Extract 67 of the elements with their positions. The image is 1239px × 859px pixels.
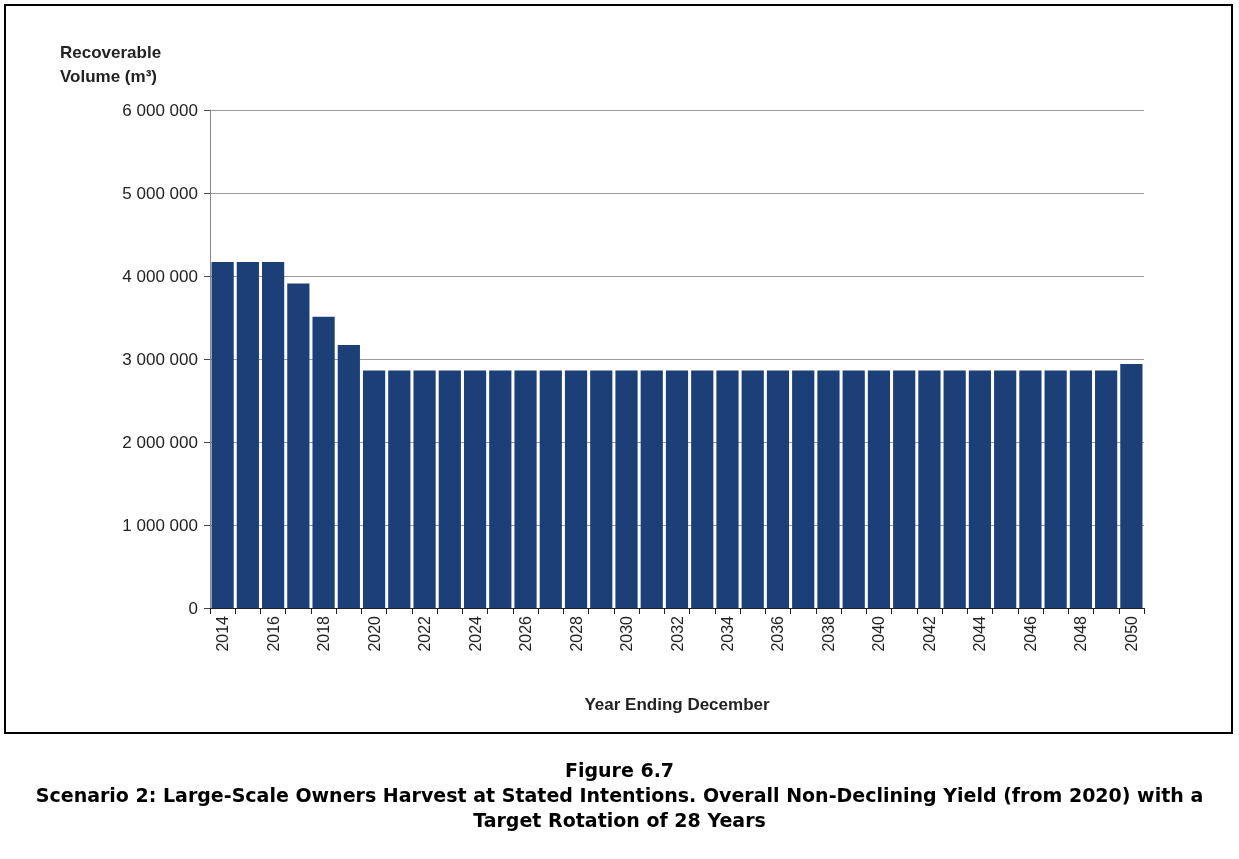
x-tick-label: 2020 xyxy=(365,615,383,652)
bar xyxy=(1095,370,1118,608)
y-tick-label: 1 000 000 xyxy=(122,515,198,535)
bar xyxy=(691,370,714,608)
bar xyxy=(590,370,613,608)
x-tick-label: 2050 xyxy=(1122,615,1140,652)
text: Scenario 2: Large-Scale Owners Harvest at Stated Intentions. Overall Non-Declining Yield (from 2020) with a Target Rotation of 28 Years xyxy=(34,783,1205,833)
bar xyxy=(766,370,790,608)
y-axis-title: Recoverable Volume (m³) xyxy=(60,42,162,86)
x-tick-label: 2016 xyxy=(264,615,282,652)
y-tick-label: 5 000 000 xyxy=(122,183,198,203)
bar xyxy=(262,261,285,608)
x-tick-label: 2024 xyxy=(466,615,484,652)
bar xyxy=(438,370,461,608)
bar xyxy=(1069,370,1092,608)
y-tick-label: 2 000 000 xyxy=(122,432,198,452)
x-tick-label: 2040 xyxy=(870,615,888,652)
x-tick-label: 2046 xyxy=(1021,615,1039,652)
bar xyxy=(539,370,562,608)
bar xyxy=(413,370,436,608)
bar xyxy=(867,370,891,608)
bar xyxy=(514,370,537,608)
bar xyxy=(817,370,840,608)
x-tick-label: 2028 xyxy=(567,615,585,652)
x-tick-label: 2048 xyxy=(1072,615,1090,652)
bar xyxy=(741,370,764,608)
x-tick-label: 2038 xyxy=(819,615,837,652)
bar xyxy=(615,370,638,608)
bar xyxy=(640,370,663,608)
text: Figure 6.7 xyxy=(563,758,676,783)
bar xyxy=(994,370,1017,608)
bar xyxy=(1120,363,1143,608)
bar xyxy=(362,370,386,608)
x-tick-label: 2036 xyxy=(769,615,787,652)
bar xyxy=(968,370,992,608)
x-tick-label: 2032 xyxy=(668,615,686,652)
bar xyxy=(287,283,310,608)
x-tick-label: 2044 xyxy=(971,615,989,652)
bar xyxy=(893,370,916,608)
bar xyxy=(564,370,588,608)
bar xyxy=(489,370,512,608)
bar xyxy=(463,370,487,608)
x-tick-label: 2018 xyxy=(315,615,333,652)
bar xyxy=(312,316,335,608)
x-tick-label: 2026 xyxy=(517,615,535,652)
bar xyxy=(236,261,259,608)
bar xyxy=(665,370,689,608)
x-tick-label: 2030 xyxy=(618,615,636,652)
bar xyxy=(792,370,815,608)
x-axis-title: Year Ending December xyxy=(584,695,770,714)
bar xyxy=(211,261,234,608)
bar xyxy=(943,370,966,608)
bar xyxy=(716,370,739,608)
y-tick-label: 4 000 000 xyxy=(122,266,198,286)
bar xyxy=(918,370,941,608)
x-tick-label: 2042 xyxy=(920,615,938,652)
y-tick-label: 0 xyxy=(188,598,198,618)
bar xyxy=(337,344,360,608)
bar xyxy=(842,370,865,608)
bar xyxy=(1044,370,1067,608)
x-tick-label: 2034 xyxy=(718,615,736,652)
y-tick-label: 6 000 000 xyxy=(122,100,198,120)
bar xyxy=(388,370,411,608)
y-tick-label: 3 000 000 xyxy=(122,349,198,369)
x-tick-label: 2014 xyxy=(214,615,232,652)
x-tick-label: 2022 xyxy=(416,615,434,652)
bar xyxy=(1019,370,1042,608)
